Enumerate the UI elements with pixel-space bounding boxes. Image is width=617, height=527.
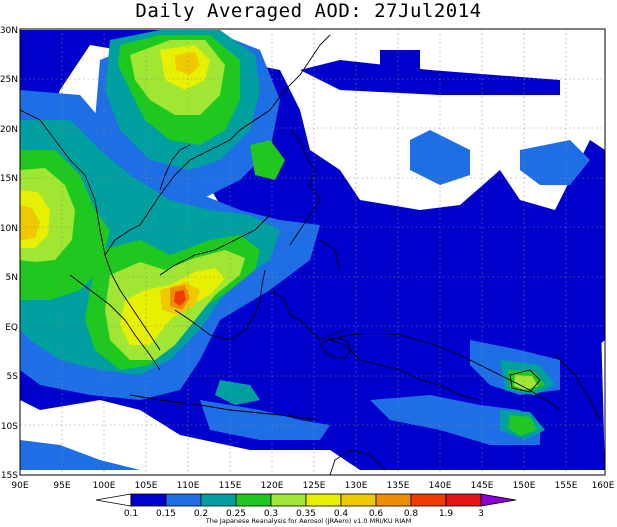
colorbar-label: 0.25: [226, 509, 246, 519]
colorbar-swatch: [410, 493, 447, 507]
colorbar-label: 0.8: [404, 509, 419, 519]
colorbar-swatch: [445, 493, 482, 507]
colorbar-label: 0.4: [334, 509, 349, 519]
x-tick-label: 160E: [592, 481, 615, 491]
colorbar: 0.1 0.15 0.2 0.25 0.3 0.35 0.4 0.6 0.8 1…: [95, 493, 517, 519]
colorbar-label: 0.35: [296, 509, 316, 519]
x-tick-label: 130E: [345, 481, 368, 491]
x-tick-label: 105E: [135, 481, 158, 491]
y-tick-label: 25N: [0, 75, 18, 85]
x-tick-label: 110E: [177, 481, 200, 491]
x-tick-label: 115E: [219, 481, 242, 491]
colorbar-swatch: [340, 493, 377, 507]
y-tick-label: 10S: [1, 422, 18, 432]
plot-frame: [19, 28, 606, 476]
colorbar-label: 0.1: [124, 509, 138, 519]
x-tick-label: 155E: [555, 481, 578, 491]
x-tick-label: 90E: [11, 481, 28, 491]
x-tick-label: 95E: [53, 481, 70, 491]
aod-field: [20, 29, 605, 475]
colorbar-right-triangle: [480, 493, 517, 507]
y-tick-label: 30N: [0, 26, 18, 36]
y-tick-label: 15S: [1, 471, 18, 481]
coastlines: [20, 34, 601, 475]
x-tick-label: 135E: [387, 481, 410, 491]
colorbar-label: 1.9: [439, 509, 454, 519]
x-tick-label: 120E: [261, 481, 284, 491]
colorbar-swatch: [130, 493, 167, 507]
x-tick-label: 125E: [303, 481, 326, 491]
x-tick-labels: 90E 95E 100E 105E 110E 115E 120E 125E 13…: [11, 481, 614, 491]
colorbar-label: 0.6: [369, 509, 384, 519]
x-tick-label: 150E: [513, 481, 536, 491]
y-tick-label: 15N: [0, 174, 18, 184]
y-tick-label: 5S: [7, 372, 19, 382]
colorbar-swatch: [270, 493, 307, 507]
y-tick-label: 5N: [6, 273, 18, 283]
aod-level-0-8: [174, 290, 186, 306]
colorbar-swatch: [165, 493, 202, 507]
credit-line: The Japanese Reanalysis for Aerosol (JRA…: [205, 517, 412, 525]
x-tick-label: 145E: [471, 481, 494, 491]
y-tick-label: 10N: [0, 224, 18, 234]
colorbar-swatch: [375, 493, 412, 507]
x-tick-label: 100E: [93, 481, 116, 491]
colorbar-label: 0.3: [264, 509, 278, 519]
x-tick-label: 140E: [429, 481, 452, 491]
colorbar-label: 0.15: [156, 509, 176, 519]
colorbar-label: 3: [478, 509, 484, 519]
colorbar-label: 0.2: [194, 509, 208, 519]
colorbar-swatch: [305, 493, 342, 507]
map-title: Daily Averaged AOD: 27Jul2014: [135, 0, 482, 22]
colorbar-swatch: [200, 493, 237, 507]
y-tick-label: EQ: [5, 323, 18, 333]
colorbar-swatch: [235, 493, 272, 507]
colorbar-left-triangle: [95, 493, 132, 507]
y-tick-labels: 30N 25N 20N 15N 10N 5N EQ 5S 10S 15S: [0, 26, 18, 481]
y-tick-label: 20N: [0, 125, 18, 135]
lat-lon-grid: [20, 29, 605, 475]
